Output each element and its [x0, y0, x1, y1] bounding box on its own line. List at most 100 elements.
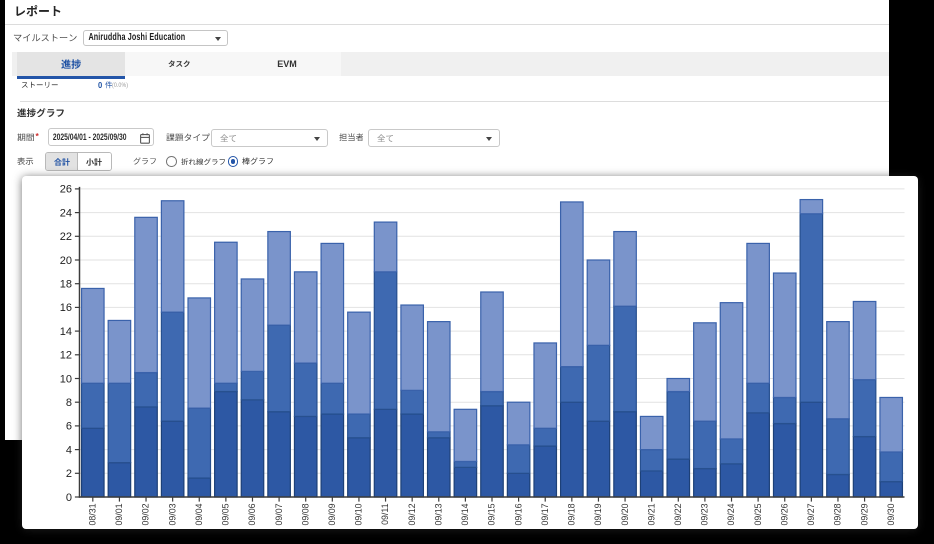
bar-segment[interactable] [80, 287, 105, 384]
bar-segment[interactable] [772, 422, 797, 498]
bar-segment[interactable] [879, 396, 904, 453]
bar-segment[interactable] [347, 413, 371, 439]
bar-segment[interactable] [533, 445, 558, 498]
bar-segment[interactable] [506, 444, 531, 474]
tab-progress[interactable]: 進捗 [17, 51, 125, 77]
bar-segment[interactable] [480, 405, 504, 498]
bar-segment[interactable] [107, 462, 132, 498]
bar-segment[interactable] [160, 311, 185, 422]
bar-segment[interactable] [746, 382, 770, 414]
bar-segment[interactable] [826, 418, 850, 476]
bar-segment[interactable] [426, 437, 451, 498]
bar-segment[interactable] [267, 230, 291, 326]
bar-segment[interactable] [240, 278, 265, 372]
bar-segment[interactable] [453, 460, 478, 468]
bar-segment[interactable] [746, 242, 770, 384]
bar-segment[interactable] [666, 458, 691, 498]
bar-segment[interactable] [134, 406, 158, 498]
bar-segment[interactable] [400, 389, 425, 415]
bar-segment[interactable] [373, 408, 398, 498]
bar-segment[interactable] [400, 413, 425, 498]
bar-segment[interactable] [320, 413, 345, 498]
bar-segment[interactable] [719, 438, 744, 465]
bar-segment[interactable] [80, 427, 105, 498]
bar-segment[interactable] [799, 401, 824, 498]
bar-segment[interactable] [559, 201, 584, 368]
bar-segment[interactable] [719, 302, 744, 440]
bar-segment[interactable] [107, 319, 132, 384]
bar-segment[interactable] [693, 322, 717, 422]
bar-segment[interactable] [453, 408, 478, 463]
bar-segment[interactable] [214, 390, 238, 498]
bar-segment[interactable] [879, 451, 904, 483]
bar-segment[interactable] [533, 427, 558, 447]
bar-segment[interactable] [799, 213, 824, 403]
total-button[interactable]: 合計 [46, 153, 79, 170]
bar-segment[interactable] [852, 300, 877, 381]
bar-segment[interactable] [772, 396, 797, 425]
bar-segment[interactable] [347, 311, 371, 415]
bar-segment[interactable] [187, 477, 212, 498]
bar-segment[interactable] [613, 305, 637, 413]
bar-segment[interactable] [533, 342, 558, 429]
bar-segment[interactable] [426, 431, 451, 439]
bar-segment[interactable] [613, 411, 637, 498]
bar-segment[interactable] [320, 382, 345, 415]
bar-segment[interactable] [80, 382, 105, 429]
tab-task[interactable]: タスク [125, 51, 233, 77]
bar-segment[interactable] [746, 412, 770, 498]
bar-segment[interactable] [480, 291, 504, 393]
bar-segment[interactable] [639, 470, 664, 498]
bar-segment[interactable] [373, 221, 398, 273]
bar-segment[interactable] [559, 366, 584, 403]
bar-segment[interactable] [293, 362, 318, 418]
bar-segment[interactable] [559, 401, 584, 498]
bar-segment[interactable] [320, 242, 345, 384]
bar-segment[interactable] [134, 371, 158, 408]
bar-segment[interactable] [826, 321, 850, 420]
bar-segment[interactable] [852, 435, 877, 498]
bar-segment[interactable] [586, 344, 611, 422]
line-graph-radio[interactable] [166, 156, 177, 167]
bar-graph-radio[interactable] [227, 156, 239, 167]
bar-segment[interactable] [134, 216, 158, 374]
bar-segment[interactable] [426, 321, 451, 433]
period-input[interactable]: 2025/04/01 - 2025/09/30 [47, 127, 155, 147]
bar-segment[interactable] [160, 420, 185, 498]
bar-segment[interactable] [639, 449, 664, 472]
bar-segment[interactable] [506, 472, 531, 498]
bar-segment[interactable] [666, 377, 691, 393]
assignee-select[interactable]: 全て [368, 128, 500, 147]
bar-segment[interactable] [214, 241, 238, 384]
milestone-select[interactable]: Aniruddha Joshi Education [83, 29, 228, 46]
tab-evm[interactable]: EVM [233, 51, 341, 77]
bar-segment[interactable] [852, 379, 877, 438]
bar-segment[interactable] [586, 420, 611, 498]
bar-segment[interactable] [586, 259, 611, 346]
bar-segment[interactable] [666, 390, 691, 460]
bar-segment[interactable] [160, 200, 185, 313]
bar-segment[interactable] [693, 420, 717, 470]
bar-segment[interactable] [107, 382, 132, 464]
bar-segment[interactable] [373, 271, 398, 410]
bar-segment[interactable] [719, 463, 744, 498]
issue-type-select[interactable]: 全て [211, 128, 328, 147]
bar-segment[interactable] [453, 466, 478, 498]
bar-segment[interactable] [347, 437, 371, 498]
bar-segment[interactable] [799, 198, 824, 215]
bar-segment[interactable] [826, 473, 850, 498]
bar-segment[interactable] [506, 401, 531, 446]
bar-segment[interactable] [267, 411, 291, 498]
bar-segment[interactable] [267, 324, 291, 413]
bar-segment[interactable] [240, 399, 265, 498]
bar-segment[interactable] [400, 304, 425, 391]
bar-segment[interactable] [293, 415, 318, 498]
bar-segment[interactable] [639, 415, 664, 451]
bar-segment[interactable] [214, 382, 238, 393]
bar-segment[interactable] [293, 271, 318, 364]
bar-segment[interactable] [240, 370, 265, 401]
bar-segment[interactable] [693, 467, 717, 498]
bar-segment[interactable] [480, 390, 504, 407]
bar-segment[interactable] [772, 272, 797, 399]
